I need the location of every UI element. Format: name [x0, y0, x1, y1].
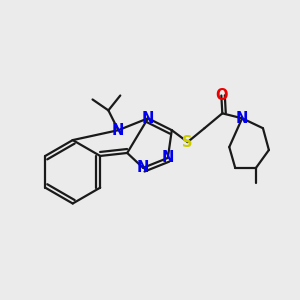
Text: O: O: [215, 88, 228, 103]
Text: N: N: [162, 150, 174, 165]
Text: S: S: [182, 135, 193, 150]
Text: N: N: [236, 111, 248, 126]
Text: N: N: [137, 160, 149, 175]
Text: N: N: [112, 123, 124, 138]
Text: N: N: [142, 111, 154, 126]
